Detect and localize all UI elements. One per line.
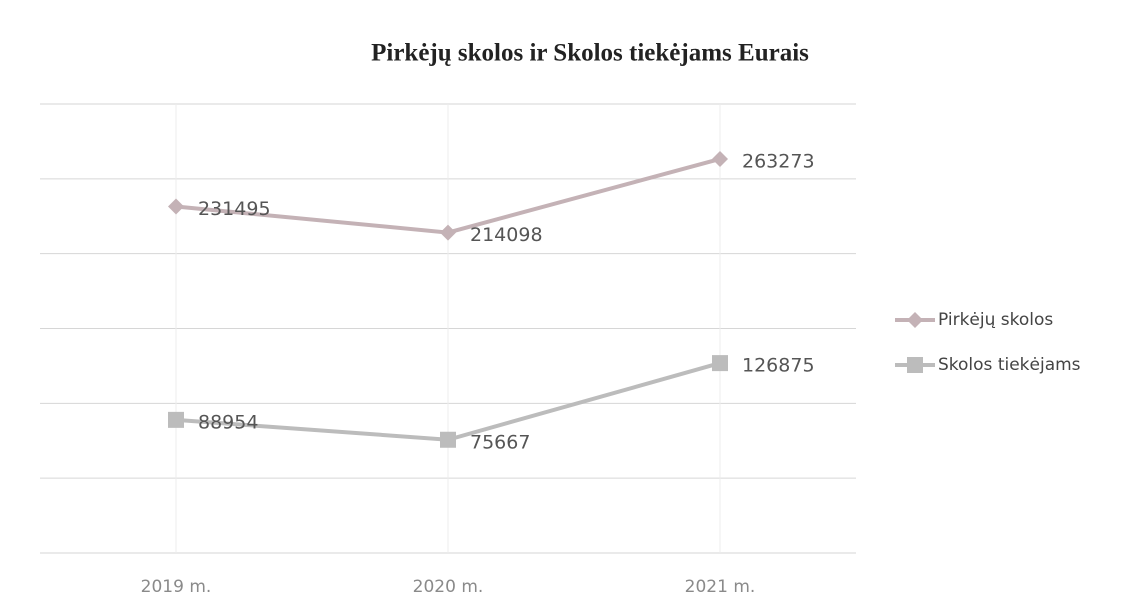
- data-label: 263273: [742, 150, 815, 172]
- data-label: 75667: [470, 431, 530, 453]
- marker: [907, 357, 923, 373]
- marker: [712, 355, 728, 372]
- legend-label: Pirkėjų skolos: [938, 310, 1053, 330]
- x-tick-label: 2019 m.: [141, 577, 212, 597]
- marker: [712, 150, 728, 167]
- data-label: 231495: [198, 198, 271, 220]
- data-label: 214098: [470, 224, 543, 246]
- marker: [440, 224, 456, 241]
- marker: [168, 411, 184, 428]
- data-label: 126875: [742, 355, 815, 377]
- data-label: 88954: [198, 411, 258, 433]
- x-tick-label: 2021 m.: [685, 577, 756, 597]
- chart-title: Pirkėjų skolos ir Skolos tiekėjams Eurai…: [371, 40, 809, 67]
- marker: [440, 431, 456, 448]
- marker: [168, 198, 184, 215]
- x-tick-label: 2020 m.: [413, 577, 484, 597]
- legend-label: Skolos tiekėjams: [938, 355, 1081, 375]
- marker: [907, 312, 923, 328]
